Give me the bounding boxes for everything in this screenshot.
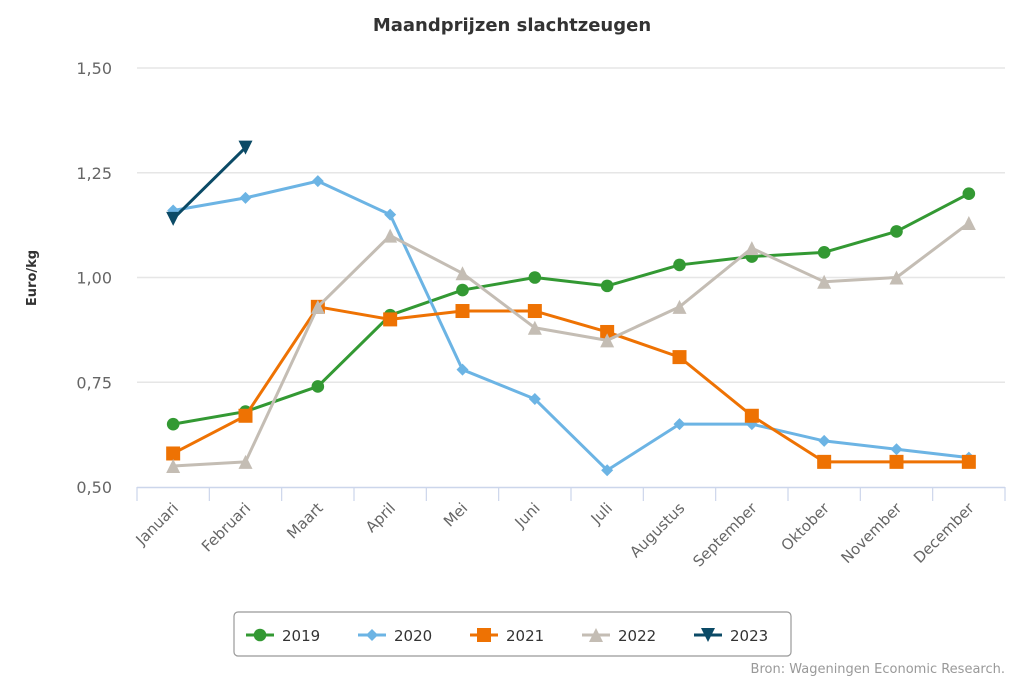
legend-label-2019: 2019 xyxy=(282,627,320,645)
data-point-2019 xyxy=(456,283,469,297)
legend-item-2023[interactable]: 2023 xyxy=(694,627,768,645)
data-point-2021 xyxy=(527,304,542,319)
data-point-2019 xyxy=(673,258,686,272)
series-2023 xyxy=(166,140,253,226)
data-point-2022 xyxy=(961,216,976,231)
series-2022 xyxy=(166,216,976,474)
series-line-2019 xyxy=(171,192,971,426)
legend-box xyxy=(233,611,792,657)
data-point-2021 xyxy=(744,408,759,423)
x-tick-label: Mei xyxy=(440,499,471,530)
data-point-2019 xyxy=(600,279,614,293)
data-point-2020 xyxy=(890,443,903,456)
data-point-2020 xyxy=(311,175,324,188)
data-point-2020 xyxy=(528,393,541,406)
data-point-2022 xyxy=(817,274,832,289)
y-tick-label: 0,75 xyxy=(76,373,112,392)
data-point-2022 xyxy=(527,320,542,335)
legend-marker-2021 xyxy=(477,628,491,642)
data-point-2021 xyxy=(672,350,687,365)
x-tick-label: Juni xyxy=(511,499,544,532)
data-point-2023 xyxy=(238,140,253,155)
legend-item-2019[interactable]: 2019 xyxy=(246,627,320,645)
data-point-2020 xyxy=(456,363,469,376)
x-tick-label: September xyxy=(689,499,761,571)
data-point-2020 xyxy=(673,418,686,431)
data-point-2021 xyxy=(383,312,398,327)
series-line-2022 xyxy=(171,221,971,468)
x-tick-label: Augustus xyxy=(626,499,688,561)
data-point-2019 xyxy=(962,187,976,200)
data-point-2021 xyxy=(238,408,253,423)
x-tick-label: Januari xyxy=(132,499,182,549)
data-point-2020 xyxy=(384,208,397,221)
series-2019 xyxy=(166,187,976,431)
data-point-2019 xyxy=(817,246,831,259)
x-tick-label: Februari xyxy=(198,499,254,555)
chart-title: Maandprijzen slachtzeugen xyxy=(373,15,651,36)
data-point-2019 xyxy=(166,417,180,431)
legend-item-2020[interactable]: 2020 xyxy=(358,627,432,645)
legend-label-2021: 2021 xyxy=(506,627,544,645)
x-tick-label: November xyxy=(837,499,905,567)
legend-marker-2022 xyxy=(589,628,603,642)
data-point-2019 xyxy=(528,271,542,284)
series-group xyxy=(166,140,976,477)
x-tick-label: April xyxy=(362,499,399,536)
data-point-2022 xyxy=(672,299,687,314)
legend: 2019 2020 2021 2022 2023 xyxy=(233,611,792,657)
y-tick-label: 1,50 xyxy=(76,59,112,78)
legend-label-2023: 2023 xyxy=(730,627,768,645)
legend-label-2022: 2022 xyxy=(618,627,656,645)
series-line-2021 xyxy=(171,305,971,464)
data-point-2021 xyxy=(817,454,832,469)
x-tick-label: Maart xyxy=(283,499,326,542)
x-tick-label: Juli xyxy=(587,499,616,528)
y-tick-label: 1,00 xyxy=(76,269,112,288)
data-point-2019 xyxy=(890,225,903,238)
data-point-2020 xyxy=(239,191,252,204)
x-tick-label: Oktober xyxy=(778,499,834,555)
data-point-2022 xyxy=(744,241,759,256)
data-point-2021 xyxy=(455,304,470,319)
series-line-2023 xyxy=(171,146,247,221)
data-point-2022 xyxy=(455,266,470,281)
series-2020 xyxy=(167,175,975,477)
y-tick-label: 1,25 xyxy=(76,164,112,183)
legend-marker-2023 xyxy=(701,628,715,642)
x-tick-label: December xyxy=(910,499,978,567)
data-point-2021 xyxy=(889,454,904,469)
data-point-2021 xyxy=(961,454,976,469)
data-point-2021 xyxy=(600,324,615,339)
grid-lines xyxy=(137,67,1005,383)
series-line-2020 xyxy=(171,179,971,472)
data-point-2020 xyxy=(818,434,831,447)
data-point-2022 xyxy=(238,454,253,469)
data-point-2022 xyxy=(166,459,181,474)
data-point-2023 xyxy=(166,211,181,226)
legend-item-2021[interactable]: 2021 xyxy=(470,627,544,645)
data-point-2019 xyxy=(311,380,325,393)
legend-marker-2020 xyxy=(366,629,378,641)
legend-marker-2019 xyxy=(253,628,267,642)
credit-text: Bron: Wageningen Economic Research. xyxy=(751,662,1005,677)
data-point-2020 xyxy=(601,464,614,477)
legend-label-2020: 2020 xyxy=(394,627,432,645)
data-point-2022 xyxy=(600,333,615,348)
y-axis-ticks: 0,50 0,75 1,00 1,25 1,50 xyxy=(76,59,112,497)
legend-item-2022[interactable]: 2022 xyxy=(582,627,656,645)
data-point-2021 xyxy=(166,446,181,461)
data-point-2022 xyxy=(889,270,904,285)
y-axis-label: Euro/kg xyxy=(25,250,40,306)
data-point-2022 xyxy=(310,299,325,314)
data-point-2022 xyxy=(383,228,398,243)
x-axis: Januari Februari Maart April Mei Juni Juli Augu… xyxy=(132,486,1006,571)
y-tick-label: 0,50 xyxy=(76,478,112,497)
